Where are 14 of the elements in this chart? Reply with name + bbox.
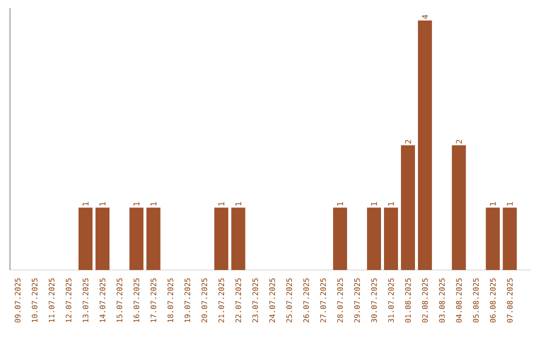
- data-label: 2: [404, 140, 411, 144]
- data-label: 1: [388, 202, 394, 206]
- data-label: 1: [490, 202, 496, 206]
- data-label: 1: [82, 202, 88, 206]
- data-label: 2: [456, 140, 462, 144]
- data-label: 1: [506, 202, 513, 206]
- data-label: 1: [218, 202, 224, 206]
- data-label: 1: [100, 202, 106, 206]
- data-label: 1: [150, 202, 156, 206]
- data-label: 4: [422, 14, 428, 19]
- data-label: 1: [371, 202, 377, 206]
- data-label: 1: [235, 202, 242, 206]
- data-label: 1: [134, 202, 140, 206]
- data-label: 1: [337, 202, 343, 206]
